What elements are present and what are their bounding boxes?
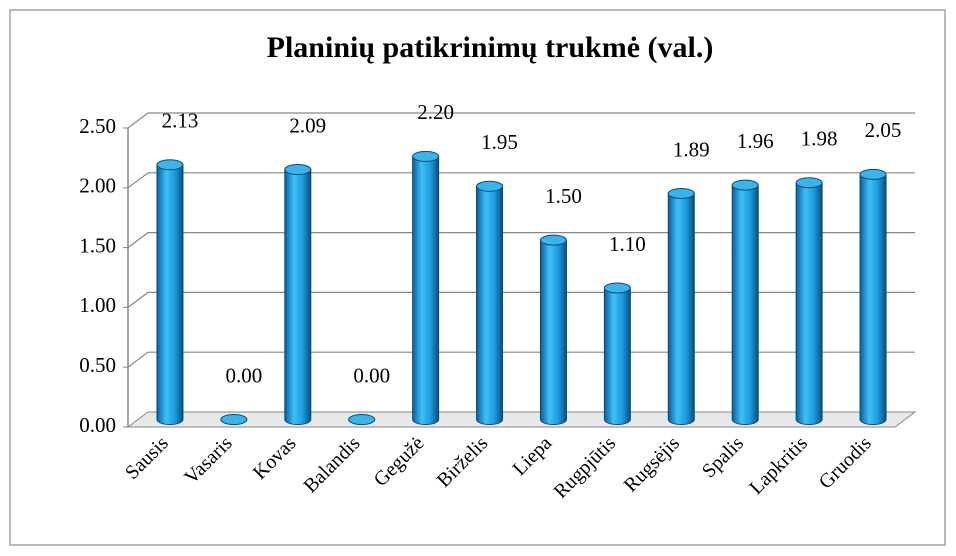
- value-label: 2.09: [289, 113, 326, 137]
- value-label: 0.00: [226, 363, 263, 387]
- bar-part: [795, 177, 823, 189]
- bar-part: [603, 287, 631, 425]
- value-label: 1.89: [673, 137, 710, 161]
- bar: [476, 180, 504, 425]
- bar: [220, 414, 248, 425]
- y-tick-label: 0.00: [79, 413, 116, 437]
- bar-part: [667, 192, 695, 425]
- chart-title: Planinių patikrinimų trukmė (val.): [267, 31, 714, 64]
- bar-part: [603, 282, 631, 294]
- bar-part: [220, 414, 248, 425]
- value-label: 1.50: [545, 184, 582, 208]
- y-tick-label: 2.50: [79, 114, 116, 138]
- bar: [859, 168, 887, 425]
- bar: [156, 159, 184, 425]
- bar-part: [731, 184, 759, 425]
- bar: [795, 177, 823, 425]
- y-tick-label: 2.00: [79, 174, 116, 198]
- bar-part: [795, 182, 823, 425]
- value-label: 1.10: [609, 232, 646, 256]
- bar-part: [731, 179, 759, 191]
- bar: [731, 179, 759, 425]
- y-tick-label: 0.50: [79, 353, 116, 377]
- value-label: 0.00: [353, 363, 390, 387]
- value-label: 1.95: [481, 130, 518, 154]
- bar: [603, 282, 631, 425]
- grid-line: [127, 291, 149, 308]
- y-tick-label: 1.00: [79, 293, 116, 317]
- bar-part: [476, 180, 504, 192]
- bar-part: [156, 164, 184, 425]
- bar-part: [348, 414, 376, 425]
- value-label: 2.20: [417, 100, 454, 124]
- bar-part: [859, 173, 887, 425]
- value-label: 1.96: [737, 129, 774, 153]
- bar-part: [284, 164, 312, 176]
- value-label: 2.13: [162, 109, 199, 133]
- bar-part: [476, 185, 504, 425]
- bar: [284, 164, 312, 425]
- bar-part: [284, 169, 312, 425]
- bar-part: [412, 150, 440, 162]
- bar: [539, 234, 567, 425]
- bar-part: [667, 187, 695, 199]
- value-label: 2.05: [865, 118, 902, 142]
- bar: [412, 150, 440, 425]
- bar-part: [859, 168, 887, 180]
- grid-line: [127, 232, 149, 249]
- floor: [126, 411, 917, 428]
- grid-line: [127, 112, 149, 129]
- bar: [348, 414, 376, 425]
- bar-part: [539, 234, 567, 246]
- bar-part: [539, 239, 567, 425]
- bar: [667, 187, 695, 425]
- bar-part: [156, 159, 184, 171]
- bar-part: [412, 155, 440, 425]
- grid-line: [127, 172, 149, 189]
- grid-line: [127, 351, 149, 368]
- y-tick-label: 1.50: [79, 233, 116, 257]
- value-label: 1.98: [801, 127, 838, 151]
